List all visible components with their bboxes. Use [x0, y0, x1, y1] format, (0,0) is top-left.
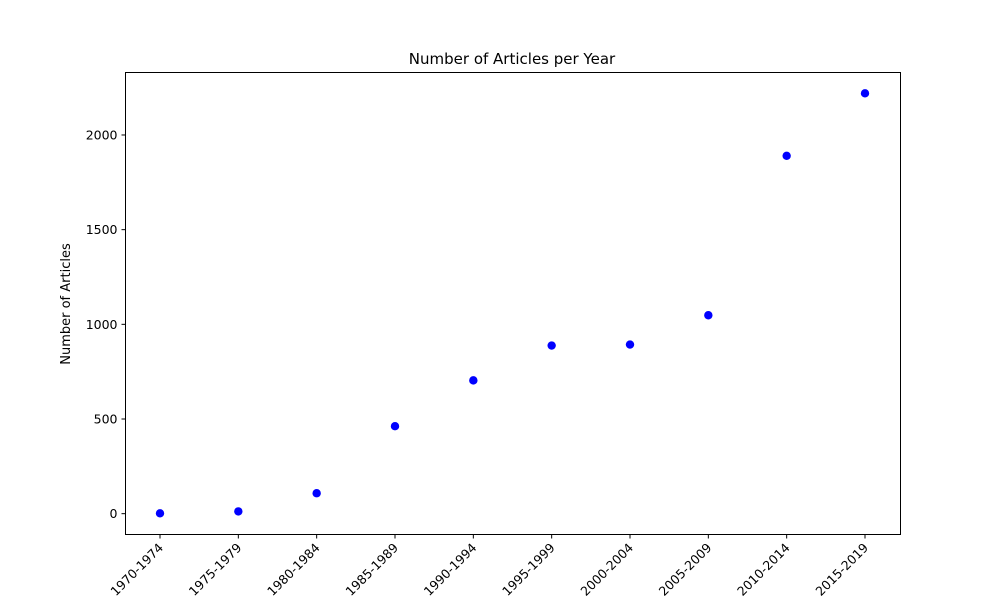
data-point [469, 376, 478, 385]
data-point [155, 509, 165, 518]
data-point [625, 340, 635, 349]
y-tick-label: 500 [94, 412, 118, 427]
x-tick-label: 1975-1979 [186, 540, 245, 599]
x-tick-label: 1995-1999 [499, 540, 558, 599]
data-points [155, 89, 870, 518]
x-tick-label: 1985-1989 [342, 540, 401, 599]
y-axis-ticks: 0 500 1000 1500 2000 [86, 127, 126, 521]
data-point [312, 489, 321, 498]
data-point [704, 311, 713, 320]
x-tick-label: 2005-2009 [656, 540, 715, 599]
x-tick-label: 1980-1984 [264, 540, 323, 599]
y-tick-label: 0 [110, 506, 118, 521]
x-axis-ticks: 1970-1974 1975-1979 1980-1984 1985-1989 1990… [107, 534, 871, 599]
y-tick-label: 1000 [86, 317, 118, 332]
data-point [860, 89, 870, 98]
plot-area-frame [125, 72, 901, 535]
x-tick-label: 1970-1974 [107, 540, 166, 599]
data-point [782, 151, 791, 161]
x-tick-label: 1990-1994 [421, 540, 480, 599]
y-axis-label: Number of Articles [59, 243, 74, 365]
x-tick-label: 2015-2019 [812, 540, 871, 599]
data-point [547, 341, 556, 350]
x-tick-label: 2000-2004 [577, 540, 636, 599]
y-tick-label: 2000 [86, 127, 118, 142]
y-tick-label: 1500 [86, 222, 118, 237]
x-tick-label: 2010-2014 [734, 540, 793, 599]
data-point [390, 421, 400, 431]
data-point [234, 507, 243, 516]
chart-title: Number of Articles per Year [409, 50, 616, 68]
